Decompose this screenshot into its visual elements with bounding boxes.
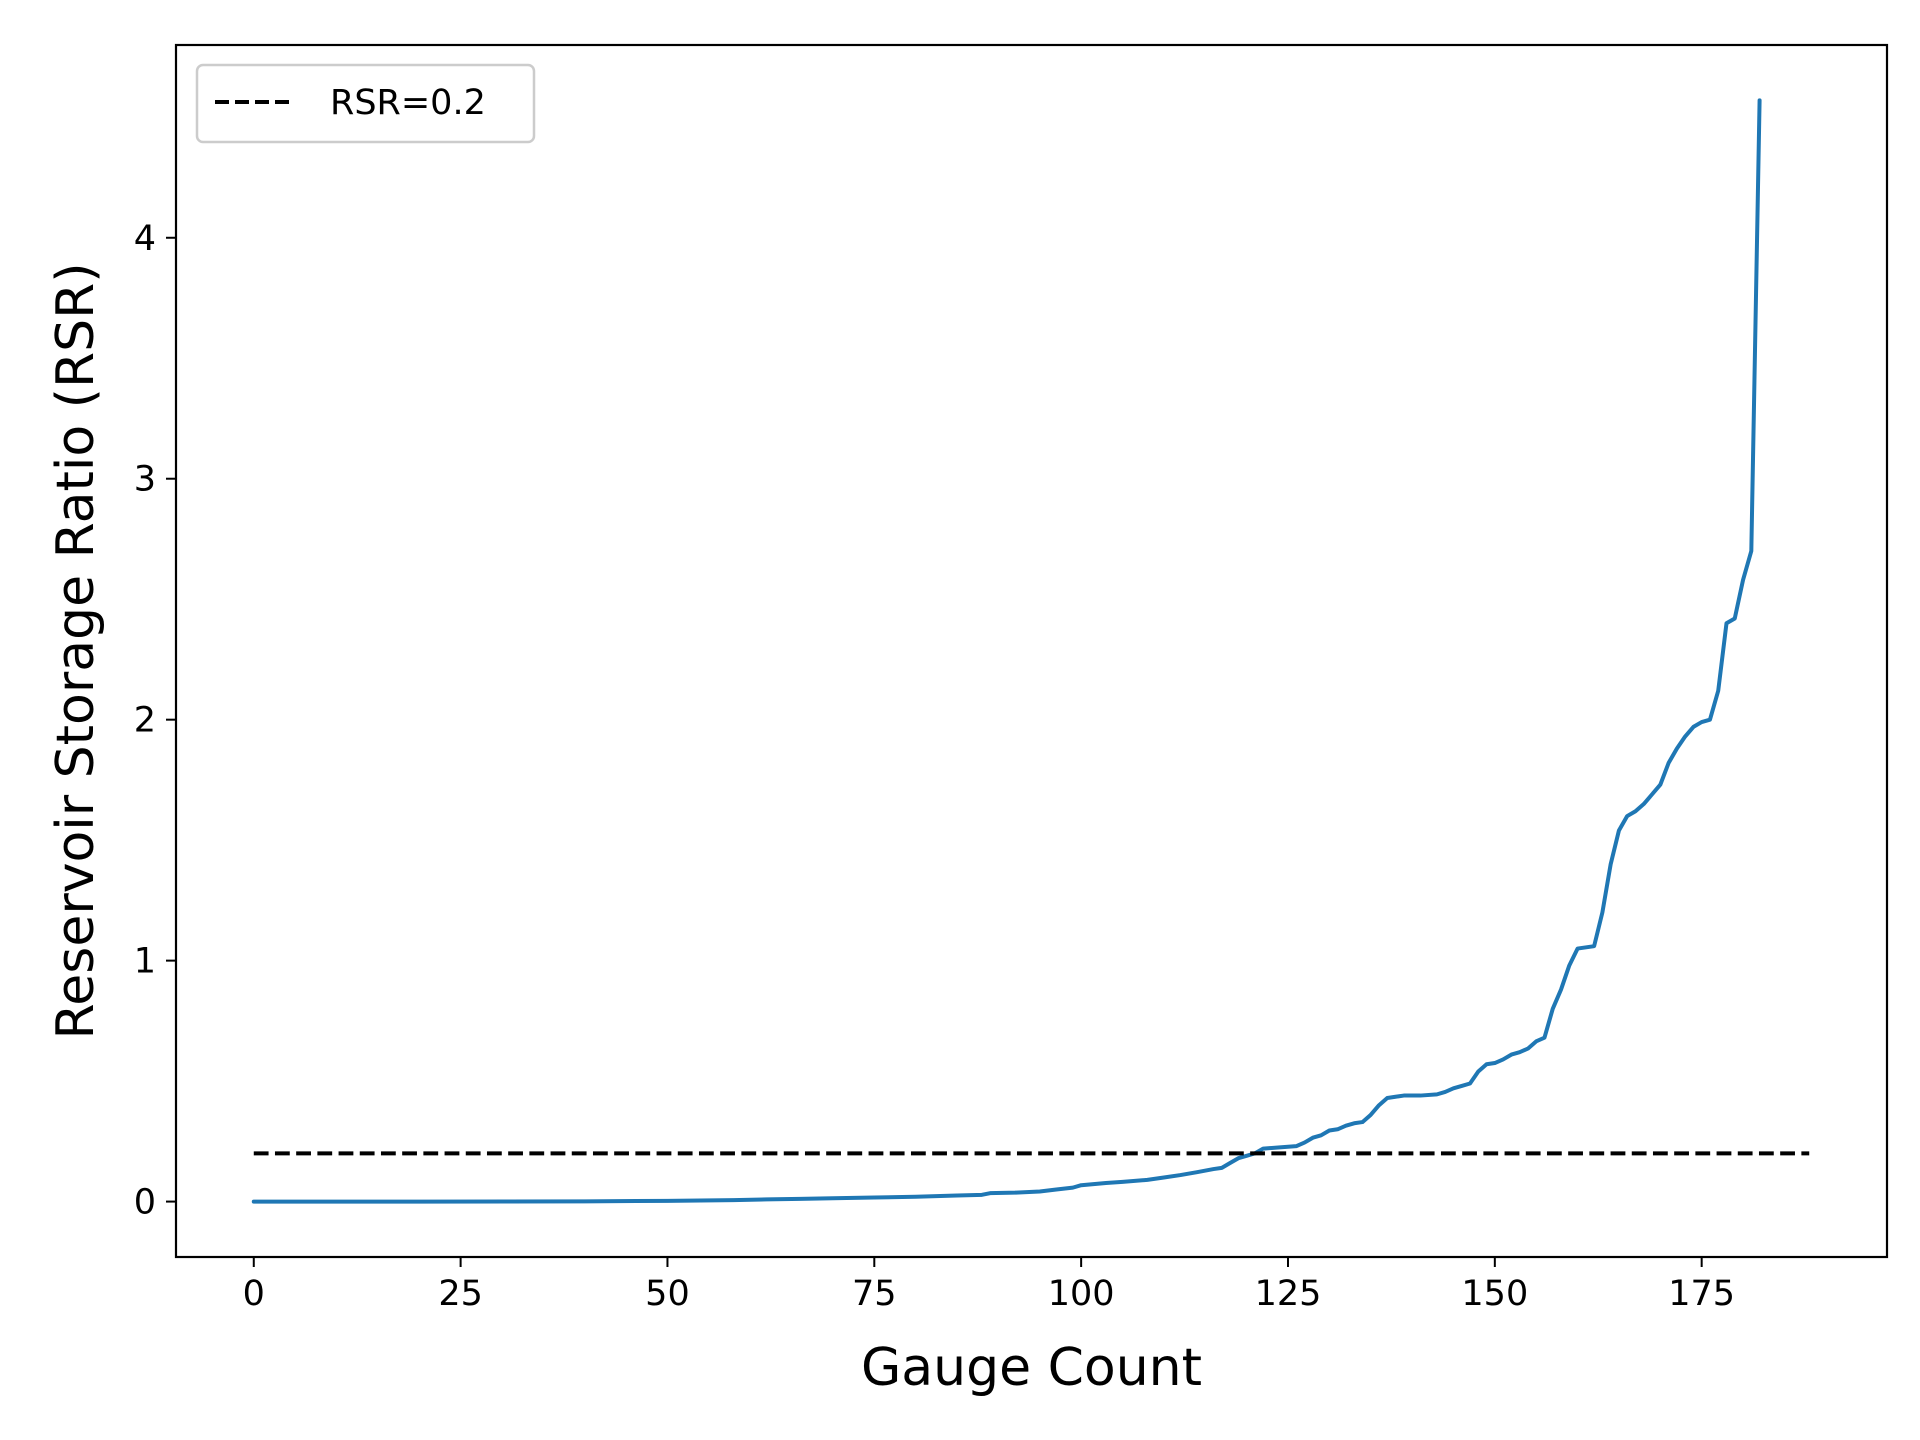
y-tick-label: 3 [134,460,156,500]
ticks-layer: 0 25 50 75 100 125 150 175 0 1 2 3 4 [134,219,1735,1314]
rsr-curve [251,98,1762,1204]
legend: RSR=0.2 [195,63,536,144]
x-tick-label: 125 [1255,1274,1322,1314]
y-tick-label: 1 [134,942,156,982]
legend-box [195,63,536,144]
y-axis-title: Reservoir Storage Ratio (RSR) [46,262,106,1039]
y-tick-label: 0 [134,1183,156,1223]
x-tick-label: 150 [1461,1274,1528,1314]
x-tick-label: 100 [1048,1274,1115,1314]
x-tick-label: 0 [243,1274,265,1314]
y-tick-label: 4 [134,219,156,259]
series-layer [251,98,1810,1204]
plot-frame [174,43,1889,1259]
x-tick-label: 175 [1668,1274,1735,1314]
legend-label-rsr: RSR=0.2 [330,83,486,123]
x-tick-label: 75 [852,1274,897,1314]
y-tick-label: 2 [134,701,156,741]
x-tick-label: 25 [438,1274,483,1314]
x-tick-label: 50 [645,1274,690,1314]
x-axis-title: Gauge Count [861,1338,1202,1398]
